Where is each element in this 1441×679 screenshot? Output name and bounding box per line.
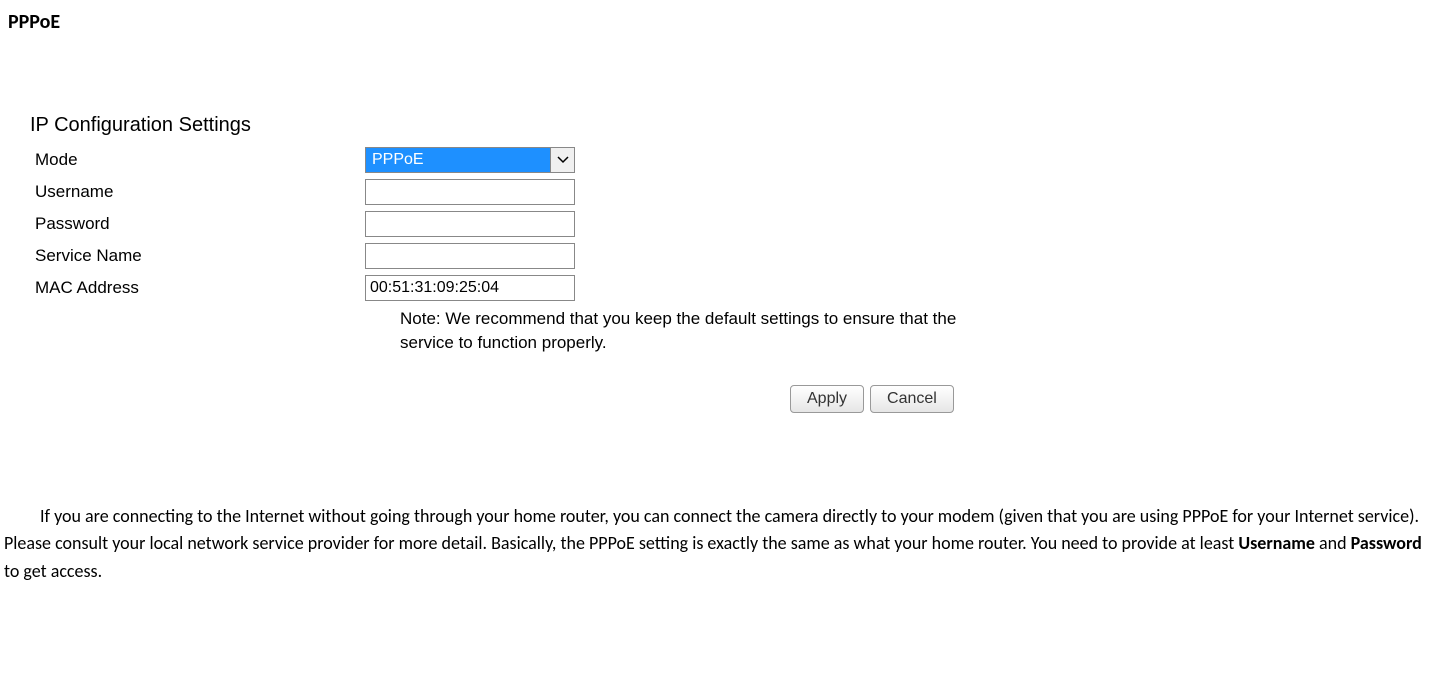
service-name-label: Service Name <box>30 246 365 266</box>
mode-row: Mode PPPoE <box>30 147 1441 173</box>
desc-bold-username: Username <box>1238 532 1315 554</box>
desc-text-end: to get access. <box>4 560 102 582</box>
username-row: Username <box>30 179 1441 205</box>
desc-text-mid: and <box>1315 532 1351 554</box>
username-input[interactable] <box>365 179 575 205</box>
mac-address-label: MAC Address <box>30 278 365 298</box>
password-label: Password <box>30 214 365 234</box>
mode-label: Mode <box>30 150 365 170</box>
button-row: Apply Cancel <box>790 385 1441 413</box>
apply-button[interactable]: Apply <box>790 385 864 413</box>
desc-text-1: If you are connecting to the Internet wi… <box>4 505 1419 555</box>
chevron-down-icon <box>550 148 574 172</box>
password-input[interactable] <box>365 211 575 237</box>
mac-address-row: MAC Address <box>30 275 1441 301</box>
cancel-button[interactable]: Cancel <box>870 385 954 413</box>
settings-note: Note: We recommend that you keep the def… <box>400 307 960 355</box>
service-name-row: Service Name <box>30 243 1441 269</box>
desc-bold-password: Password <box>1351 532 1422 554</box>
page-title: PPPoE <box>8 10 1441 34</box>
username-label: Username <box>30 182 365 202</box>
password-row: Password <box>30 211 1441 237</box>
description-paragraph: If you are connecting to the Internet wi… <box>0 503 1441 587</box>
service-name-input[interactable] <box>365 243 575 269</box>
panel-heading: IP Configuration Settings <box>30 114 1441 137</box>
mode-select-value: PPPoE <box>366 148 550 172</box>
mode-select[interactable]: PPPoE <box>365 147 575 173</box>
mac-address-input[interactable] <box>365 275 575 301</box>
ip-config-panel: IP Configuration Settings Mode PPPoE Use… <box>30 114 1441 413</box>
